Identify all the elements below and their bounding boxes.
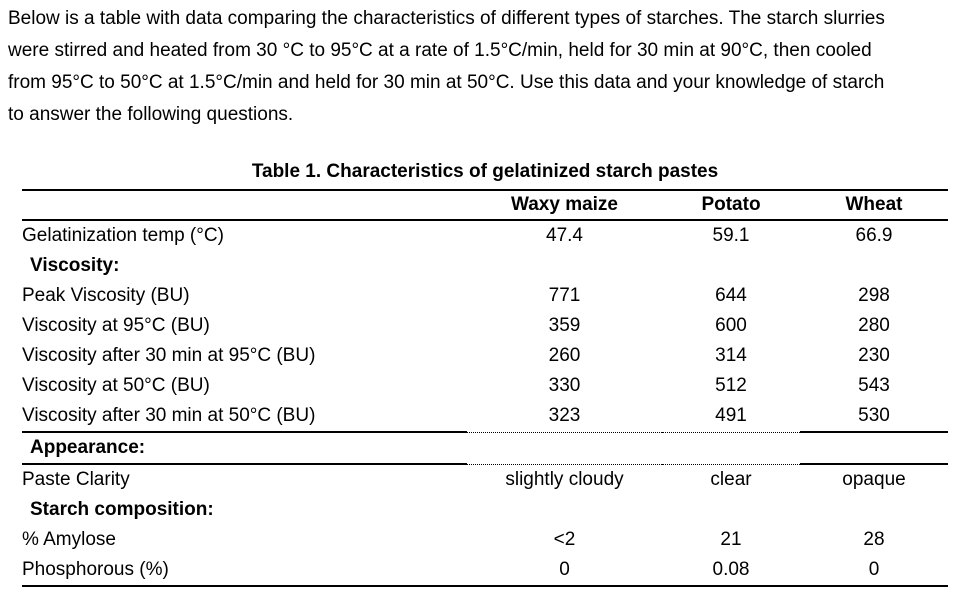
intro-paragraph: Below is a table with data comparing the…: [8, 8, 885, 125]
row-label: Phosphorous (%): [22, 555, 467, 587]
starch-characteristics-table: Waxy maize Potato Wheat Gelatinization t…: [22, 189, 948, 587]
header-waxy-maize: Waxy maize: [467, 189, 662, 221]
cell-value: [800, 432, 948, 465]
cell-value: [662, 432, 800, 465]
cell-value: 298: [858, 285, 890, 306]
cell-value: [467, 432, 662, 465]
row-label: Viscosity after 30 min at 95°C (BU): [22, 345, 316, 366]
header-empty-cell: [22, 189, 467, 221]
table-title: Table 1. Characteristics of gelatinized …: [251, 161, 719, 182]
table-header-row: Waxy maize Potato Wheat: [22, 189, 948, 221]
cell-value: 0.08: [662, 555, 800, 587]
cell-value: 59.1: [712, 225, 750, 246]
cell-value: 330: [548, 375, 581, 396]
row-label: Viscosity after 30 min at 50°C (BU): [22, 401, 467, 433]
table-row: Paste Clarity slightly cloudy clear opaque: [22, 464, 948, 495]
table-row: Starch composition:: [22, 495, 948, 525]
header-potato: Potato: [662, 189, 800, 221]
cell-value: 359: [548, 315, 581, 336]
table-row: % Amylose <2 21 28: [22, 525, 948, 555]
cell-value: 600: [715, 315, 747, 336]
cell-value: 323: [467, 401, 662, 433]
cell-value: [800, 495, 948, 525]
cell-value: [662, 495, 800, 525]
row-label: Appearance:: [22, 432, 467, 465]
cell-value: 0: [467, 555, 662, 587]
cell-value: clear: [710, 468, 752, 490]
table-row: Appearance:: [22, 432, 948, 465]
cell-value: 66.9: [855, 225, 893, 246]
cell-value: 530: [800, 401, 948, 433]
header-wheat: Wheat: [800, 189, 948, 221]
table-row: Viscosity after 30 min at 95°C (BU) 260 31…: [22, 341, 948, 371]
cell-value: 771: [548, 285, 581, 306]
row-label: Starch composition:: [30, 499, 214, 520]
table-row: Viscosity at 50°C (BU) 330 512 543: [22, 371, 948, 401]
table-section: Table 1. Characteristics of gelatinized …: [22, 160, 948, 587]
cell-value: 280: [858, 315, 890, 336]
cell-value: [467, 495, 662, 525]
table-row: Gelatinization temp (°C) 47.4 59.1 66.9: [22, 220, 948, 251]
table-row: Peak Viscosity (BU) 771 644 298: [22, 281, 948, 311]
cell-value: 260: [548, 345, 581, 366]
table-row: Phosphorous (%) 0 0.08 0: [22, 555, 948, 587]
cell-value: [467, 251, 662, 281]
cell-value: slightly cloudy: [505, 468, 624, 490]
cell-value: 21: [720, 529, 742, 550]
cell-value: 28: [863, 529, 885, 550]
row-label: Peak Viscosity (BU): [22, 285, 190, 306]
row-label: Viscosity:: [30, 255, 120, 276]
cell-value: 314: [715, 345, 747, 366]
cell-value: 491: [662, 401, 800, 433]
cell-value: [800, 251, 948, 281]
cell-value: [662, 251, 800, 281]
cell-value: 512: [715, 375, 747, 396]
row-label: % Amylose: [22, 529, 116, 550]
row-label: Paste Clarity: [22, 469, 130, 490]
table-row: Viscosity after 30 min at 50°C (BU) 323 49…: [22, 401, 948, 433]
cell-value: 0: [800, 555, 948, 587]
cell-value: <2: [553, 529, 576, 550]
row-label: Viscosity at 95°C (BU): [22, 315, 210, 336]
cell-value: 644: [715, 285, 747, 306]
row-label: Gelatinization temp (°C): [22, 225, 224, 246]
cell-value: 230: [858, 345, 890, 366]
table-row: Viscosity:: [22, 251, 948, 281]
row-label: Viscosity at 50°C (BU): [22, 375, 210, 396]
table-row: Viscosity at 95°C (BU) 359 600 280: [22, 311, 948, 341]
cell-value: 543: [858, 375, 890, 396]
cell-value: opaque: [842, 469, 906, 490]
cell-value: 47.4: [546, 225, 583, 246]
